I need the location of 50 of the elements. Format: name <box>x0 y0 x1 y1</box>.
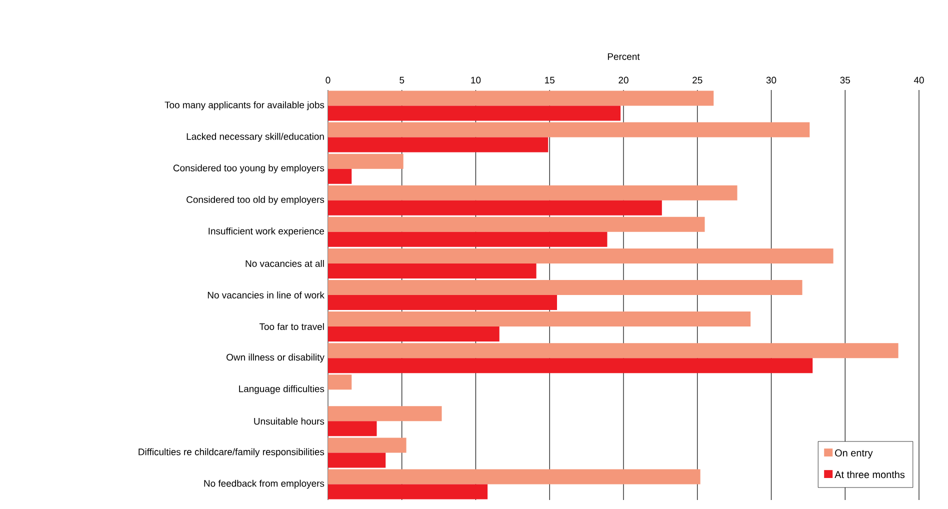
y-tick-label: Considered too old by employers <box>186 196 324 205</box>
bar <box>328 90 714 106</box>
x-tick-label: 35 <box>840 76 850 84</box>
bar <box>328 263 536 278</box>
bar <box>328 168 352 184</box>
bar <box>328 469 700 484</box>
y-tick-label: Too far to travel <box>259 323 324 330</box>
bar <box>328 280 802 296</box>
bar <box>328 248 834 264</box>
legend-label: At three months <box>834 470 905 478</box>
x-tick-label: 0 <box>326 76 330 84</box>
bar <box>328 200 662 216</box>
y-tick-label: Own illness or disability <box>226 354 324 362</box>
bar <box>328 406 442 422</box>
bar <box>328 137 548 152</box>
x-tick-label: 20 <box>618 76 628 84</box>
y-tick-label: Considered too young by employers <box>173 164 324 174</box>
bar <box>328 312 751 327</box>
bar <box>328 343 898 358</box>
bar <box>328 106 621 121</box>
x-tick-label: 40 <box>914 76 924 84</box>
bar <box>328 232 608 247</box>
bar <box>328 326 500 342</box>
bar <box>328 185 738 200</box>
bar <box>328 484 488 500</box>
x-tick-label: 15 <box>545 76 554 84</box>
y-tick-label: Too many applicants for available jobs <box>164 101 324 110</box>
y-tick-label: No feedback from employers <box>204 480 324 489</box>
y-tick-label: No vacancies at all <box>246 260 324 267</box>
y-tick-label: Lacked necessary skill/education <box>186 132 324 142</box>
x-tick-label: 25 <box>692 76 702 84</box>
x-tick-label: 30 <box>766 76 776 84</box>
y-tick-label: Language difficulties <box>239 385 324 394</box>
legend-label: On entry <box>835 449 873 458</box>
bar <box>328 295 558 310</box>
y-tick-label: Difficulties re childcare/family responsibilities <box>138 448 324 458</box>
bar <box>328 438 406 453</box>
y-tick-label: No vacancies in line of work <box>208 292 324 298</box>
y-tick-label: Unsuitable hours <box>254 418 324 425</box>
x-tick-label: 10 <box>471 76 481 84</box>
x-tick-label: 5 <box>400 76 404 84</box>
x-axis-title: Percent <box>608 53 640 60</box>
bar <box>328 122 810 138</box>
bar <box>328 154 404 169</box>
bar <box>328 421 377 436</box>
y-tick-label: Insufficient work experience <box>208 228 324 236</box>
bar <box>328 374 352 390</box>
bar <box>328 216 705 232</box>
bar <box>328 452 386 468</box>
bar <box>328 358 813 374</box>
